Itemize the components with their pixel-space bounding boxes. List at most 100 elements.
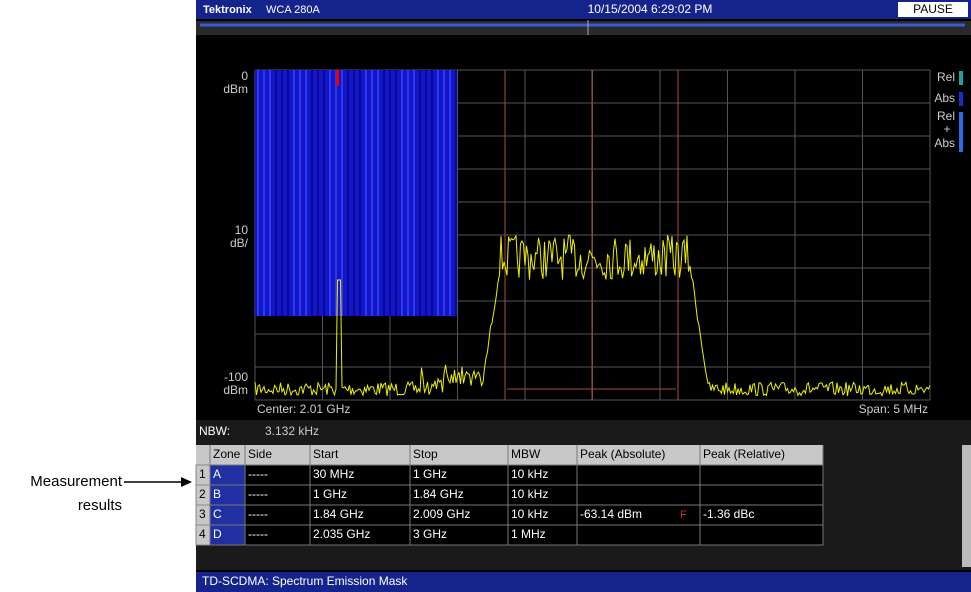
cell <box>699 484 824 506</box>
column-header: Side <box>248 447 272 461</box>
ref-level: 0 <box>241 69 248 83</box>
legend-rel: Rel <box>937 70 955 84</box>
cell-text: ----- <box>248 467 268 481</box>
cell-text: D <box>213 527 222 541</box>
legend-abs-swatch <box>959 92 963 106</box>
cell-text: 1 GHz <box>413 467 447 481</box>
mask-stripe <box>299 70 301 316</box>
center: Center: 2.01 GHz <box>257 402 350 416</box>
legend-rel-swatch <box>959 71 963 85</box>
mask-stripe <box>419 70 421 316</box>
mask-stripe <box>395 70 397 316</box>
mask-stripe <box>455 70 457 316</box>
legend-abs2: Abs <box>934 136 955 150</box>
mask-stripe <box>407 70 409 316</box>
cell-text: ----- <box>248 487 268 501</box>
cell-text: 1.84 GHz <box>413 487 464 501</box>
cell-text: 30 MHz <box>313 467 354 481</box>
column-header: Stop <box>413 447 438 461</box>
mask-stripe <box>353 70 355 316</box>
callout-line2: results <box>78 497 122 514</box>
bottom-level: -100 <box>224 370 248 384</box>
cell-text: 3 GHz <box>413 527 447 541</box>
mask-stripe <box>323 70 325 316</box>
cell-text: B <box>213 487 221 501</box>
legend-plus: + <box>943 122 950 136</box>
cell-text: 1.84 GHz <box>313 507 364 521</box>
row-number: 3 <box>199 507 206 521</box>
status-box[interactable] <box>898 2 968 17</box>
scale: 10 <box>235 223 249 237</box>
column-header: Peak (Absolute) <box>580 447 665 461</box>
cell-text: 10 kHz <box>511 487 548 501</box>
cell-text: 2.035 GHz <box>313 527 370 541</box>
bottom-unit: dBm <box>223 383 248 397</box>
cell-text: C <box>213 507 222 521</box>
row-number: 2 <box>199 487 206 501</box>
footer-bar <box>196 572 971 592</box>
nbw-value: 3.132 kHz <box>265 424 319 438</box>
mask-stripe <box>275 70 277 316</box>
mask-stripe <box>287 70 289 316</box>
callout-line1: Measurement <box>30 473 123 490</box>
mask-stripe <box>263 70 265 316</box>
column-header: Zone <box>213 447 241 461</box>
scrollbar[interactable] <box>962 445 971 567</box>
cell-text: ----- <box>248 527 268 541</box>
row-number: 4 <box>199 527 206 541</box>
mask-stripe <box>335 70 337 316</box>
mask-stripe <box>269 70 271 316</box>
scale-unit: dB/ <box>230 236 249 250</box>
cell-text: -63.14 dBm <box>580 507 642 521</box>
nbw-label: NBW: <box>199 424 230 438</box>
mask-stripe <box>281 70 283 316</box>
cell <box>576 484 701 506</box>
mask-stripe <box>371 70 373 316</box>
mask-stripe <box>365 70 367 316</box>
cell <box>699 464 824 486</box>
toolbar <box>196 21 971 35</box>
spectrum-trace <box>254 234 931 397</box>
legend-abs: Abs <box>934 91 955 105</box>
table: Zone Side Start Stop MBW Peak (Absolute) Peak … <box>195 445 824 546</box>
trace <box>254 234 931 397</box>
cell <box>576 464 701 486</box>
mask-stripe <box>437 70 439 316</box>
column-header: MBW <box>511 447 541 461</box>
mask-stripe <box>425 70 427 316</box>
status[interactable]: PAUSE <box>913 2 953 16</box>
mask-stripe <box>401 70 403 316</box>
cell-text: -1.36 dBc <box>703 507 754 521</box>
cell-text: A <box>213 467 221 481</box>
brand: Tektronix <box>203 4 253 16</box>
mask-stripe <box>347 70 349 316</box>
footer-title: TD-SCDMA: Spectrum Emission Mask <box>202 574 408 588</box>
cell <box>576 524 701 546</box>
mask-stripe <box>341 70 343 316</box>
mask-stripe <box>329 70 331 316</box>
mask-stripe <box>257 70 259 316</box>
column-header: Peak (Relative) <box>703 447 785 461</box>
mask-stripe <box>431 70 433 316</box>
mask-stripe <box>377 70 379 316</box>
mask-stripe <box>359 70 361 316</box>
row-number: 1 <box>199 467 206 481</box>
header-row <box>196 445 823 465</box>
datetime: 10/15/2004 6:29:02 PM <box>588 2 713 16</box>
cell-text: 1 GHz <box>313 487 347 501</box>
cell-text: 2.009 GHz <box>413 507 470 521</box>
mask-stripe <box>449 70 451 316</box>
cell <box>699 524 824 546</box>
ref-unit: dBm <box>223 82 248 96</box>
mask-stripe <box>383 70 385 316</box>
cell-text: 10 kHz <box>511 507 548 521</box>
cell-text: 1 MHz <box>511 527 546 541</box>
mask-stripe <box>311 70 313 316</box>
marker <box>336 70 339 86</box>
column-header: Start <box>313 447 339 461</box>
mask-stripe <box>389 70 391 316</box>
header-bar <box>196 0 971 19</box>
legend-both-swatch <box>959 112 963 152</box>
mask-stripe <box>317 70 319 316</box>
